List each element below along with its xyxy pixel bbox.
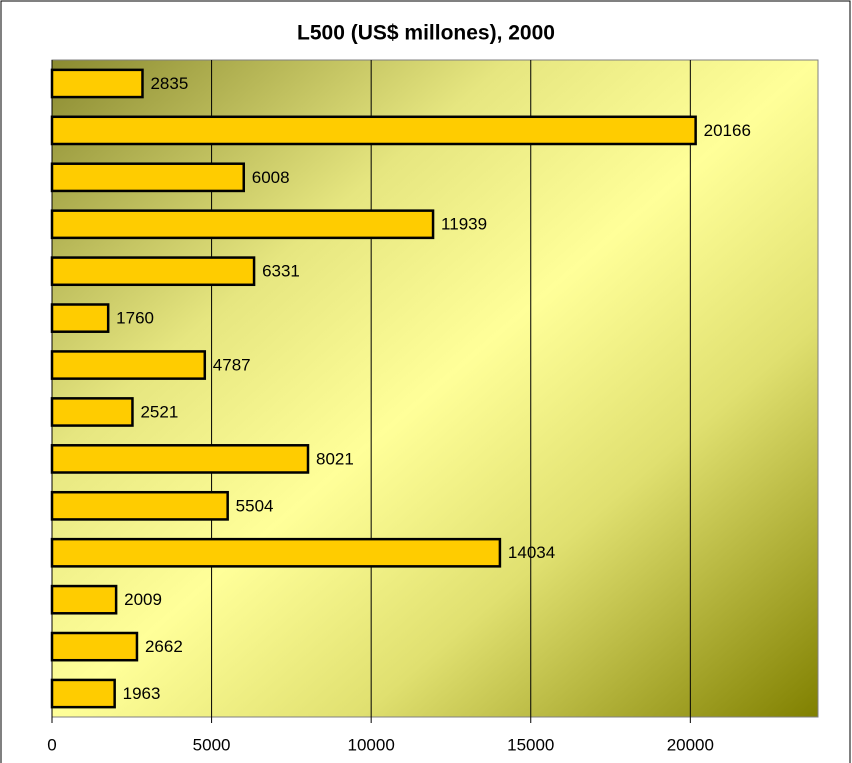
value-label: 2835 — [150, 74, 188, 93]
bar — [50, 350, 207, 380]
bar — [50, 303, 110, 333]
value-label: 2521 — [140, 402, 178, 421]
bar — [50, 537, 502, 568]
plot-area — [51, 59, 819, 718]
value-label: 1963 — [123, 684, 161, 703]
bar — [50, 256, 256, 287]
bar — [50, 162, 246, 193]
value-label: 14034 — [508, 543, 555, 562]
value-label: 5504 — [236, 496, 274, 515]
value-label: 2662 — [145, 637, 183, 656]
value-label: 11939 — [441, 215, 487, 234]
bar — [50, 678, 116, 709]
value-label: 6008 — [252, 168, 290, 187]
x-tick-label: 10000 — [348, 735, 395, 754]
x-tick-label: 15000 — [507, 735, 554, 754]
bar — [50, 584, 118, 615]
value-label: 8021 — [316, 449, 354, 468]
bar — [50, 209, 435, 240]
x-tick-label: 5000 — [193, 735, 231, 754]
chart-title: L500 (US$ millones), 2000 — [297, 22, 555, 45]
bar — [50, 631, 139, 662]
bar — [50, 68, 144, 99]
bar — [50, 490, 229, 521]
bar — [50, 115, 697, 146]
x-tick-label: 0 — [47, 735, 56, 754]
value-label: 4787 — [213, 356, 251, 375]
value-label: 6331 — [262, 262, 300, 281]
value-label: 20166 — [704, 121, 751, 140]
x-tick-label: 20000 — [667, 735, 714, 754]
value-label: 1760 — [116, 309, 154, 328]
bar — [50, 397, 134, 427]
value-label: 2009 — [124, 590, 162, 609]
bar — [50, 444, 310, 474]
